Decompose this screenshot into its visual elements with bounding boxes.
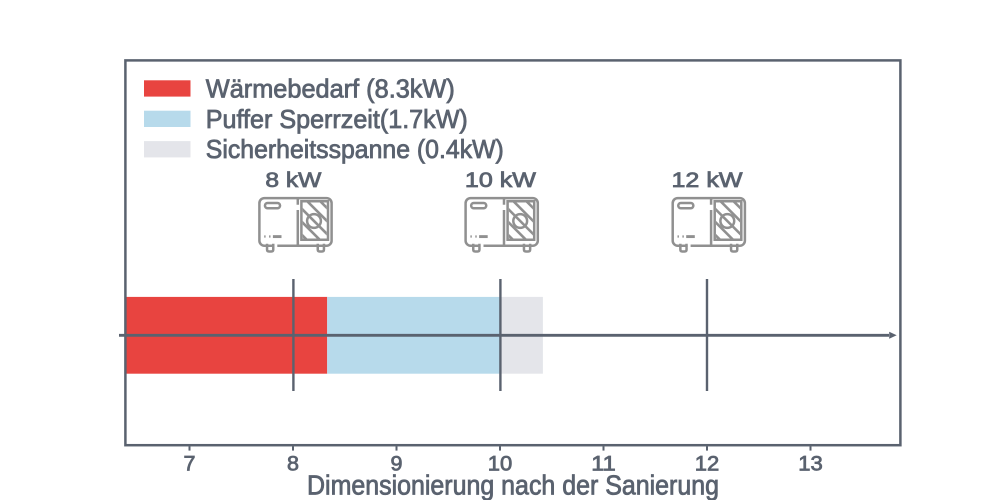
svg-text:Sicherheitsspanne (0.4kW): Sicherheitsspanne (0.4kW) — [206, 134, 504, 164]
svg-text:Dimensionierung nach der Sanie: Dimensionierung nach der Sanierung — [307, 469, 719, 500]
svg-text:9: 9 — [391, 452, 403, 476]
svg-text:Wärmebedarf (8.3kW): Wärmebedarf (8.3kW) — [206, 73, 455, 103]
svg-text:8 kW: 8 kW — [265, 168, 322, 192]
svg-text:11: 11 — [591, 452, 616, 476]
svg-text:10: 10 — [488, 452, 513, 476]
svg-text:13: 13 — [798, 452, 823, 476]
svg-text:8: 8 — [287, 452, 299, 476]
svg-text:12: 12 — [695, 452, 720, 476]
svg-text:12 kW: 12 kW — [672, 168, 744, 192]
svg-text:Puffer Sperrzeit(1.7kW): Puffer Sperrzeit(1.7kW) — [206, 104, 468, 134]
svg-text:10 kW: 10 kW — [465, 168, 537, 192]
svg-text:7: 7 — [184, 452, 196, 476]
